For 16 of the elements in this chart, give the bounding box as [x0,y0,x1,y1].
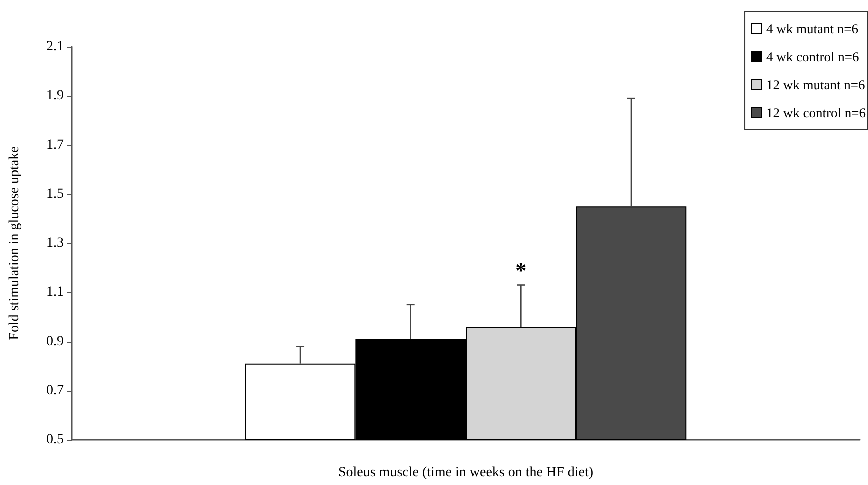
x-axis-title: Soleus muscle (time in weeks on the HF diet) [338,466,594,480]
y-tick-label: 0.5 [46,432,64,448]
y-tick-label: 1.9 [46,88,64,104]
y-tick-label: 2.1 [46,40,64,54]
y-tick-label: 1.3 [46,236,64,251]
legend-label: 4 wk control n=6 [766,50,860,64]
y-tick-label: 1.5 [46,186,64,202]
y-tick-label: 0.7 [46,383,64,398]
data-label: * [516,258,527,283]
legend-label: 12 wk control n=6 [766,106,866,120]
legend-label: 4 wk mutant n=6 [766,22,859,36]
legend-label: 12 wk mutant n=6 [766,78,866,92]
y-tick-label: 1.7 [46,138,64,153]
y-tick-label: 1.1 [46,285,64,300]
y-tick-label: 0.9 [46,334,64,350]
y-axis-title: Fold stimulation in glucose uptake [8,146,22,340]
